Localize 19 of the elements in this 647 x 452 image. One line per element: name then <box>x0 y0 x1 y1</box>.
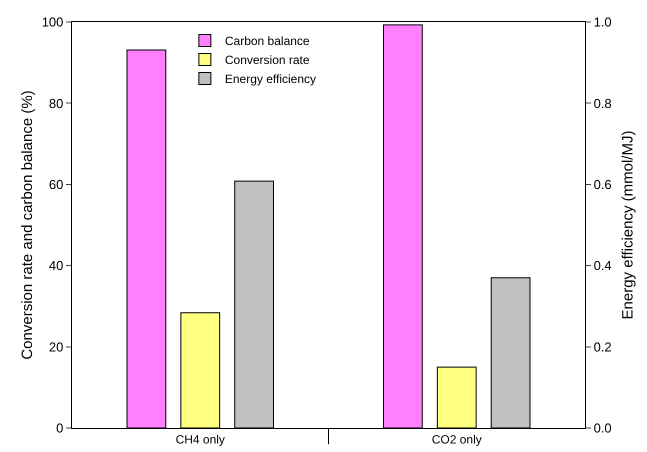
legend-label: Carbon balance <box>224 34 310 48</box>
y2-tick-label: 0.6 <box>594 176 612 192</box>
y-tick-label: 80 <box>48 96 64 111</box>
y-tick-label: 20 <box>48 339 64 354</box>
legend-label: Energy efficiency <box>224 72 316 86</box>
legend-label: Conversion rate <box>224 53 310 68</box>
x-tick-label: CO2 only <box>432 432 482 446</box>
y2-tick-label: 0.0 <box>594 420 612 436</box>
y2-tick-label: 0.8 <box>594 96 612 111</box>
y2-tick-label: 0.2 <box>594 339 612 354</box>
x-tick-label: CH4 only <box>176 432 225 446</box>
y-tick-label: 40 <box>48 258 64 274</box>
y2-axis-title: Energy efficiency (mmol/MJ) <box>620 130 636 320</box>
y2-tick-label: 0.4 <box>594 258 612 274</box>
y-tick-label: 0 <box>56 420 64 436</box>
y2-tick-label: 1.0 <box>594 14 612 30</box>
y-tick-label: 60 <box>48 176 64 192</box>
y-axis-title: Conversion rate and carbon balance (%) <box>19 90 36 360</box>
y-tick-label: 100 <box>42 14 64 30</box>
